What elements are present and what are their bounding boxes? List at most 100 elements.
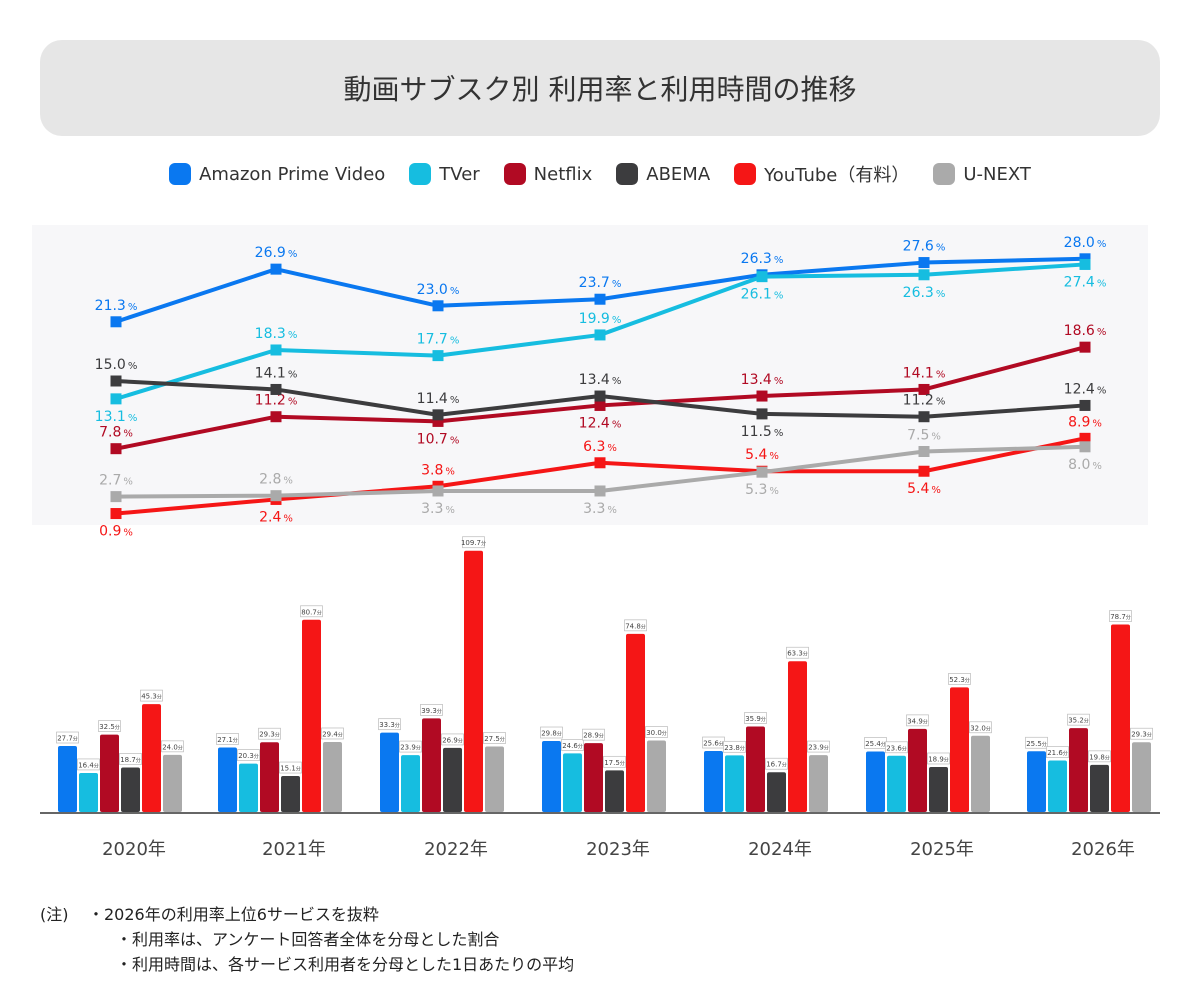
data-label: 8.9%	[1068, 414, 1102, 430]
bar-label-box	[258, 727, 281, 740]
bar-label-box	[441, 733, 464, 746]
bar-label: 27.5分	[484, 735, 505, 743]
bar-label: 109.7分	[461, 539, 486, 547]
bar-label: 27.1分	[217, 736, 238, 744]
data-point	[432, 350, 444, 362]
bar	[866, 751, 885, 812]
bar-label-box	[237, 749, 260, 761]
legend-item: ABEMA	[616, 163, 710, 185]
data-point	[110, 375, 122, 387]
bar-label: 23.6分	[886, 744, 907, 752]
data-label: 26.3%	[903, 285, 946, 301]
bar	[323, 741, 342, 812]
data-point	[432, 415, 444, 427]
data-point	[918, 465, 930, 477]
bar	[887, 755, 906, 812]
data-point	[756, 390, 768, 402]
bar-label: 27.7分	[57, 735, 78, 743]
bar	[1069, 728, 1088, 812]
data-label: 23.0%	[417, 282, 460, 298]
data-label: 26.9%	[255, 245, 298, 261]
x-tick-label: 2021年	[262, 839, 326, 860]
bar-label-box	[98, 720, 121, 732]
x-tick-label: 2025年	[910, 839, 974, 860]
data-label: 0.9%	[99, 524, 133, 540]
data-point	[1079, 432, 1091, 444]
data-point	[756, 408, 768, 420]
bar-label-box	[321, 727, 344, 740]
data-label: 3.3%	[421, 501, 455, 517]
bar	[971, 735, 990, 812]
data-label: 11.2%	[903, 393, 946, 409]
data-label: 6.3%	[583, 439, 617, 455]
data-label: 13.4%	[579, 372, 622, 388]
data-point	[432, 300, 444, 312]
data-point	[270, 263, 282, 275]
bar	[401, 755, 420, 812]
bar-label: 24.6分	[562, 742, 583, 750]
bar	[281, 776, 300, 812]
bar	[704, 751, 723, 812]
bar-label-box	[420, 704, 443, 716]
bar-label-box	[948, 673, 971, 685]
data-label: 18.6%	[1064, 323, 1107, 339]
data-point	[594, 293, 606, 305]
data-label: 10.7%	[417, 431, 460, 447]
data-label: 14.1%	[903, 365, 946, 381]
bar	[100, 734, 119, 812]
bar-label: 35.9分	[745, 715, 766, 723]
bar-label-box	[645, 726, 668, 738]
data-label: 26.1%	[741, 287, 784, 303]
bar-label: 29.8分	[541, 730, 562, 738]
bar-label-box	[561, 739, 584, 751]
data-point	[110, 316, 122, 328]
bar-label: 24.0分	[162, 743, 183, 751]
data-label: 3.3%	[583, 501, 617, 517]
data-label: 27.6%	[903, 239, 946, 255]
data-point	[432, 409, 444, 421]
bar-label-box	[969, 721, 992, 734]
x-tick-label: 2024年	[748, 839, 812, 860]
legend-item: U-NEXT	[933, 163, 1031, 185]
bar	[746, 726, 765, 812]
bar-label-box	[723, 740, 746, 753]
bar-label: 74.8分	[625, 622, 646, 630]
bar-label: 63.3分	[787, 650, 808, 658]
bar-label: 32.0分	[970, 724, 991, 732]
bar-label: 35.2分	[1068, 717, 1089, 725]
note-text: ・利用時間は、各サービス利用者を分母とした1日あたりの平均	[116, 955, 575, 974]
bar-label: 28.9分	[583, 732, 604, 740]
bar-label: 78.7分	[1110, 613, 1131, 621]
bar-label-box	[582, 728, 605, 741]
bar	[626, 633, 645, 812]
notes: (注) ・2026年の利用率上位6サービスを抜粋 ・利用率は、アンケート回答者全…	[40, 902, 1140, 977]
bar-label: 32.5分	[99, 723, 120, 731]
bar-label: 25.6分	[703, 740, 724, 748]
bar-label: 45.3分	[141, 693, 162, 701]
bar-label-box	[624, 619, 647, 632]
bar-label-box	[744, 712, 767, 724]
bar	[464, 550, 483, 812]
bar	[647, 740, 666, 812]
bar	[950, 687, 969, 812]
note-line: ・利用率は、アンケート回答者全体を分母とした割合	[40, 927, 1140, 952]
title-banner: 動画サブスク別 利用率と利用時間の推移	[40, 40, 1160, 136]
data-label: 15.0%	[95, 357, 138, 373]
data-point	[1079, 399, 1091, 411]
bar	[542, 741, 561, 812]
bar	[218, 747, 237, 812]
bar-label-box	[378, 718, 401, 731]
bar-label: 23.8分	[724, 744, 745, 752]
bar	[380, 732, 399, 812]
bar-label: 25.5分	[1026, 740, 1047, 748]
bar-label-box	[1067, 713, 1090, 726]
note-text: ・利用率は、アンケート回答者全体を分母とした割合	[116, 930, 500, 949]
x-tick-label: 2026年	[1071, 839, 1135, 860]
data-point	[1079, 441, 1091, 453]
bar-label-box	[1025, 736, 1048, 749]
bar-label: 18.7分	[120, 756, 141, 764]
data-point	[270, 383, 282, 395]
legend-label: TVer	[439, 163, 480, 185]
bar-label-box	[279, 761, 302, 774]
data-point	[918, 446, 930, 457]
